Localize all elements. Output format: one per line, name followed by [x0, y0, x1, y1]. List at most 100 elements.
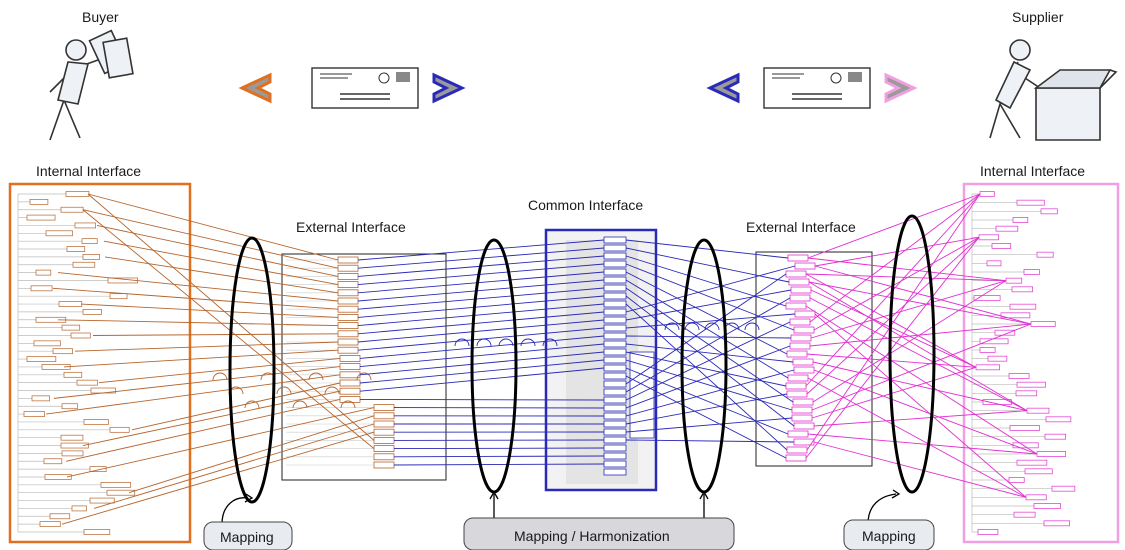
- schema-node: [44, 474, 72, 480]
- schema-node: [1045, 416, 1072, 423]
- schema-node: [1051, 485, 1076, 492]
- schema-node: [35, 269, 52, 276]
- schema-node: [373, 412, 395, 420]
- schema-node: [603, 396, 627, 404]
- mapping-line: [810, 280, 1007, 339]
- mapping-line: [357, 327, 605, 351]
- schema-node: [603, 268, 627, 276]
- schema-node: [66, 246, 86, 252]
- schema-node: [789, 294, 811, 302]
- supplier-mapping-ellipse: [888, 214, 936, 494]
- crossing-arc: [476, 338, 492, 347]
- buyer-mapping-label: Mapping: [220, 529, 274, 545]
- schema-node: [58, 301, 83, 307]
- mapping-line: [357, 303, 605, 327]
- schema-node: [603, 316, 627, 324]
- schema-node: [1040, 208, 1058, 215]
- schema-node: [793, 422, 815, 430]
- schema-node: [603, 332, 627, 340]
- schema-node: [791, 406, 813, 414]
- mapping-line: [393, 455, 605, 458]
- mapping-line: [808, 281, 1028, 412]
- common-left-mapping-ellipse: [470, 238, 518, 494]
- schema-node: [373, 436, 395, 444]
- schema-node: [982, 399, 1012, 405]
- schema-node: [81, 238, 98, 245]
- schema-node: [603, 252, 627, 260]
- schema-node: [994, 329, 1016, 336]
- schema-node: [973, 295, 1001, 301]
- mapping-line: [357, 247, 605, 269]
- mapping-line: [813, 236, 980, 331]
- schema-node: [603, 236, 627, 244]
- mapping-line: [807, 433, 1038, 455]
- mapping-line: [45, 374, 341, 415]
- schema-node: [339, 387, 361, 395]
- schema-node: [794, 262, 816, 270]
- mapping-line: [812, 361, 1028, 412]
- mapping-line: [625, 369, 795, 417]
- mapping-line: [805, 305, 1038, 455]
- supplier-internal-interface-frame: [962, 182, 1120, 544]
- mapping-line: [357, 295, 605, 318]
- schema-node: [70, 332, 91, 339]
- schema-node: [83, 529, 111, 535]
- schema-node: [629, 351, 655, 439]
- external-interface-right-label: External Interface: [746, 219, 856, 235]
- schema-node: [373, 445, 395, 453]
- crossing-arc: [542, 338, 558, 347]
- mapping-line: [625, 417, 793, 433]
- schema-node: [792, 398, 814, 406]
- schema-node: [603, 324, 627, 332]
- internal-interface-right-label: Internal Interface: [980, 163, 1085, 179]
- schema-node: [373, 420, 395, 428]
- chevron-left-icon: [238, 72, 272, 104]
- mapping-line: [359, 351, 605, 376]
- schema-node: [787, 374, 809, 382]
- schema-node: [1016, 199, 1045, 206]
- schema-node: [89, 466, 107, 472]
- mapping-line: [806, 237, 980, 395]
- schema-node: [603, 444, 627, 452]
- mapping-line: [80, 303, 339, 318]
- crossing-arc: [340, 400, 356, 409]
- mapping-line: [625, 367, 789, 435]
- mapping-line: [87, 193, 339, 261]
- crossing-arc: [744, 322, 760, 331]
- schema-node: [978, 234, 1000, 241]
- schema-node: [1044, 433, 1067, 440]
- schema-node: [603, 292, 627, 300]
- schema-node: [43, 458, 63, 465]
- schema-node: [979, 338, 1009, 345]
- schema-node: [109, 426, 130, 433]
- schema-node: [373, 453, 395, 461]
- schema-node: [785, 302, 807, 310]
- schema-node: [65, 191, 90, 197]
- schema-node: [63, 371, 83, 378]
- schema-node: [603, 372, 627, 380]
- mapping-line: [625, 345, 791, 409]
- mapping-line: [357, 271, 605, 294]
- schema-node: [60, 442, 89, 449]
- mapping-line: [357, 239, 605, 261]
- mapping-line: [625, 265, 796, 313]
- schema-node: [83, 419, 109, 425]
- crossing-arc: [356, 372, 372, 381]
- mapping-line: [813, 441, 1027, 498]
- schema-node: [1013, 511, 1036, 518]
- schema-node: [603, 308, 627, 316]
- mapping-line: [625, 303, 788, 451]
- schema-node: [979, 191, 995, 197]
- crossing-arc: [454, 338, 470, 347]
- crossing-arc: [212, 372, 228, 381]
- mapping-line: [808, 281, 1032, 325]
- schema-node: [109, 293, 128, 300]
- supplier-mapping-lines: [805, 193, 1038, 498]
- supplier-mapping-label-box: [843, 519, 935, 550]
- crossing-arc: [704, 322, 720, 331]
- schema-node: [603, 356, 627, 364]
- mapping-line: [93, 423, 375, 509]
- mapping-line: [61, 431, 375, 525]
- mapping-line: [128, 415, 375, 494]
- schema-node: [82, 309, 102, 315]
